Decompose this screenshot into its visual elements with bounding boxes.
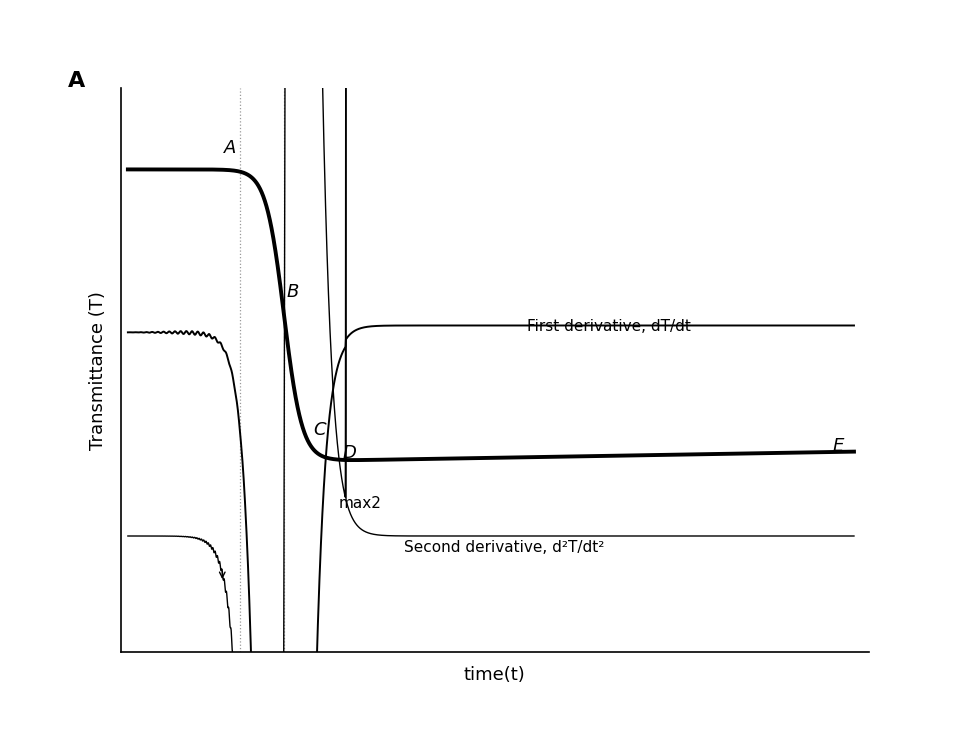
X-axis label: time(t): time(t) (464, 666, 525, 685)
Text: max2: max2 (339, 496, 381, 512)
Text: Second derivative, d²T/dt²: Second derivative, d²T/dt² (403, 540, 604, 555)
Text: $C$: $C$ (313, 421, 327, 439)
Text: $E$: $E$ (832, 438, 845, 455)
Text: First derivative, dT/dt: First derivative, dT/dt (527, 319, 691, 334)
Text: $D$: $D$ (342, 444, 357, 463)
Text: $B$: $B$ (287, 283, 299, 301)
Y-axis label: Transmittance (T): Transmittance (T) (89, 291, 107, 449)
Text: A: A (69, 71, 86, 91)
Text: $A$: $A$ (223, 139, 236, 158)
